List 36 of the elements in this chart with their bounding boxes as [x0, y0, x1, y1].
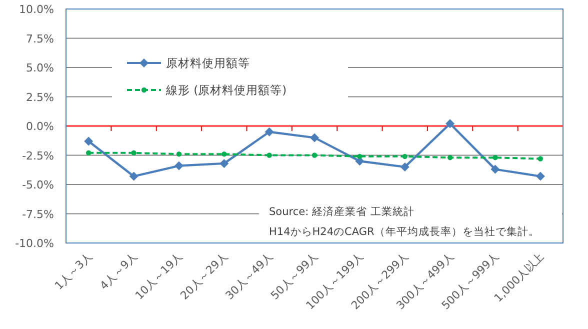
- y-tick-label: -7.5%: [22, 208, 54, 221]
- point: [446, 119, 455, 128]
- point: [538, 156, 544, 162]
- point: [492, 154, 498, 160]
- y-tick-label: -2.5%: [22, 149, 54, 162]
- point: [490, 164, 500, 174]
- point: [447, 154, 453, 160]
- point: [174, 161, 184, 170]
- point: [312, 152, 318, 158]
- point: [310, 133, 319, 142]
- point: [400, 162, 410, 172]
- point: [536, 172, 545, 181]
- point: [402, 154, 408, 160]
- annotation: H14からH24のCAGR（年平均成長率）を当社で集計。: [269, 225, 540, 238]
- y-tick-label: 5.0%: [26, 62, 54, 74]
- point: [264, 127, 274, 136]
- y-tick-label: -10.0%: [15, 237, 54, 250]
- y-tick-label: 7.5%: [26, 32, 54, 46]
- annotation: Source: 経済産業省 工業統計: [269, 205, 414, 218]
- point: [176, 151, 182, 157]
- point: [84, 136, 94, 146]
- legend-label: 原材料使用額等: [166, 56, 250, 70]
- x-tick-label: 1人～3人: [52, 250, 95, 292]
- x-tick-label: 4人～9人: [97, 250, 140, 292]
- point: [220, 158, 229, 168]
- point: [266, 152, 272, 158]
- legend-label: 線形 (原材料使用額等): [165, 83, 287, 97]
- point: [86, 150, 92, 156]
- point: [222, 151, 227, 157]
- y-tick-label: 10.0%: [19, 3, 54, 16]
- y-tick-label: 2.5%: [26, 90, 54, 104]
- point: [129, 172, 138, 181]
- y-tick-label: -5.0%: [22, 178, 54, 192]
- y-tick-label: 0.0%: [26, 120, 54, 133]
- point: [131, 150, 136, 156]
- point: [357, 154, 362, 160]
